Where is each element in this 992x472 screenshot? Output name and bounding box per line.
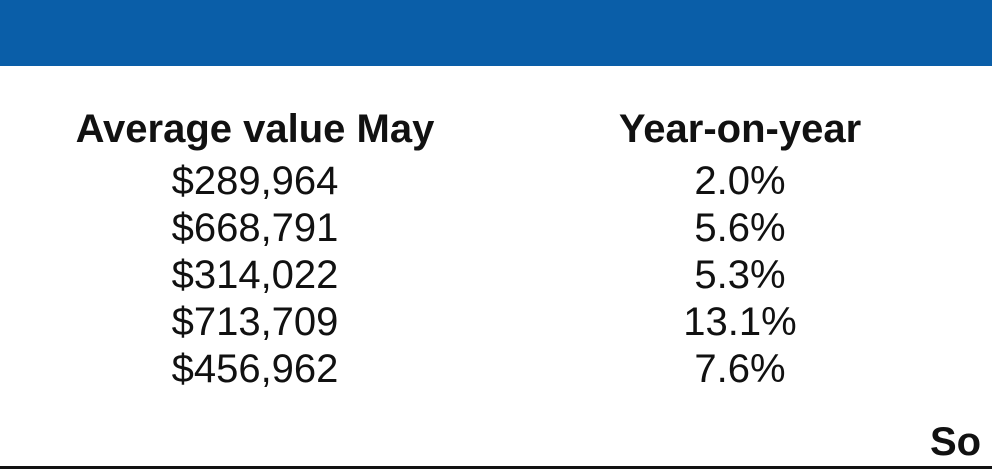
table-row: $668,791 5.6% (0, 205, 992, 252)
average-value-cell: $456,962 (171, 347, 339, 391)
table-row: $713,709 13.1% (0, 299, 992, 346)
table-body: $289,964 2.0% $668,791 5.6% $314,022 5.3… (0, 158, 992, 393)
year-on-year-cell: 2.0% (694, 159, 786, 203)
column-header-average-value: Average value May (75, 107, 435, 151)
table-row: $314,022 5.3% (0, 252, 992, 299)
table-row: $289,964 2.0% (0, 158, 992, 205)
header-bar (0, 0, 992, 66)
year-on-year-cell: 7.6% (694, 347, 786, 391)
year-on-year-cell: 13.1% (683, 300, 797, 344)
year-on-year-cell: 5.3% (694, 253, 786, 297)
bottom-divider (0, 466, 992, 469)
average-value-cell: $289,964 (171, 159, 339, 203)
source-label: So (930, 420, 982, 464)
average-value-cell: $713,709 (171, 300, 339, 344)
column-header-year-on-year: Year-on-year (618, 107, 862, 151)
average-value-cell: $668,791 (171, 206, 339, 250)
average-value-cell: $314,022 (171, 253, 339, 297)
year-on-year-cell: 5.6% (694, 206, 786, 250)
table-row: $456,962 7.6% (0, 346, 992, 393)
